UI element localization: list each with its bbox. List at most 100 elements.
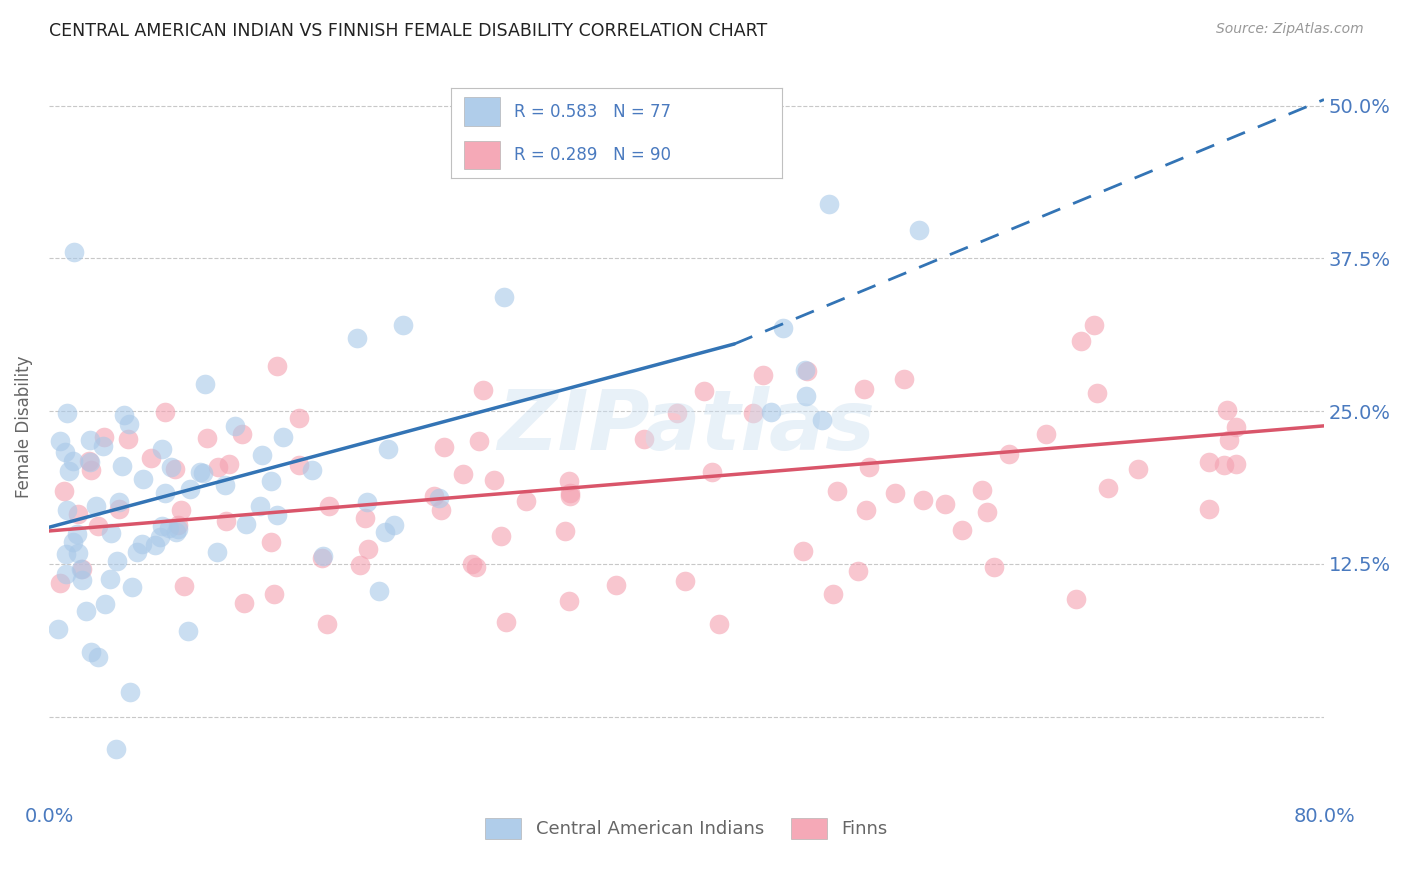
Point xyxy=(288,411,311,425)
Point xyxy=(215,514,238,528)
Point xyxy=(75,604,97,618)
Point xyxy=(70,561,93,575)
Point xyxy=(461,558,484,572)
Point xyxy=(823,586,845,600)
Point xyxy=(912,493,935,508)
Point xyxy=(66,546,89,560)
Point xyxy=(108,501,131,516)
Point xyxy=(62,535,84,549)
Point xyxy=(94,597,117,611)
Point xyxy=(382,518,405,533)
Point xyxy=(224,419,246,434)
Point xyxy=(374,524,396,539)
Point xyxy=(188,465,211,479)
Point xyxy=(391,318,413,332)
Point xyxy=(633,432,655,446)
Point xyxy=(143,538,166,552)
Point xyxy=(742,406,765,420)
Point xyxy=(893,372,915,386)
Point xyxy=(117,432,139,446)
Point xyxy=(554,524,576,538)
Point xyxy=(752,368,775,382)
Point xyxy=(153,486,176,500)
Point xyxy=(218,457,240,471)
Point xyxy=(66,507,89,521)
Point xyxy=(79,433,101,447)
Point xyxy=(316,617,339,632)
Point xyxy=(205,545,228,559)
Text: Source: ZipAtlas.com: Source: ZipAtlas.com xyxy=(1216,22,1364,37)
Point xyxy=(1035,427,1057,442)
Point xyxy=(179,482,201,496)
Point xyxy=(105,742,128,756)
Point xyxy=(49,576,72,591)
Point xyxy=(260,534,283,549)
Point xyxy=(72,573,94,587)
Point xyxy=(131,537,153,551)
Point xyxy=(560,486,582,500)
Point xyxy=(883,486,905,500)
Point xyxy=(907,223,929,237)
Point xyxy=(118,417,141,431)
Point xyxy=(1198,454,1220,468)
Point xyxy=(472,383,495,397)
Point xyxy=(318,499,340,513)
Point xyxy=(1070,334,1092,348)
Point xyxy=(53,483,76,498)
Point xyxy=(494,290,516,304)
Point xyxy=(970,483,993,497)
Point xyxy=(150,442,173,456)
Point xyxy=(464,559,486,574)
Point xyxy=(1128,462,1150,476)
Point xyxy=(79,455,101,469)
Point xyxy=(214,478,236,492)
Point xyxy=(558,593,581,607)
Point xyxy=(855,502,877,516)
Legend: Central American Indians, Finns: Central American Indians, Finns xyxy=(478,811,896,846)
Point xyxy=(149,530,172,544)
Point xyxy=(167,517,190,532)
Point xyxy=(998,447,1021,461)
Point xyxy=(66,527,89,541)
Point xyxy=(165,462,187,476)
Point xyxy=(111,459,134,474)
Point xyxy=(558,489,581,503)
Point xyxy=(1198,502,1220,516)
Point xyxy=(173,579,195,593)
Text: ZIPatlas: ZIPatlas xyxy=(498,386,876,467)
Point xyxy=(357,542,380,557)
Point xyxy=(702,465,724,479)
Point xyxy=(666,406,689,420)
Point xyxy=(1085,386,1108,401)
Point xyxy=(55,548,77,562)
Point xyxy=(250,448,273,462)
Y-axis label: Female Disability: Female Disability xyxy=(15,355,32,498)
Point xyxy=(950,523,973,537)
Point xyxy=(761,405,783,419)
Point xyxy=(796,364,818,378)
Point xyxy=(231,426,253,441)
Point xyxy=(693,384,716,398)
Point xyxy=(976,504,998,518)
Point xyxy=(127,545,149,559)
Point xyxy=(271,430,294,444)
Point xyxy=(80,645,103,659)
Point xyxy=(93,440,115,454)
Point xyxy=(159,460,181,475)
Point xyxy=(266,508,288,522)
Point xyxy=(707,617,730,632)
Point xyxy=(58,464,80,478)
Point xyxy=(155,405,177,419)
Point xyxy=(605,578,627,592)
Point xyxy=(120,684,142,698)
Point xyxy=(353,510,375,524)
Point xyxy=(112,408,135,422)
Point xyxy=(558,474,581,488)
Point xyxy=(266,359,288,373)
Point xyxy=(491,529,513,543)
Point xyxy=(87,519,110,533)
Point xyxy=(312,549,335,564)
Point xyxy=(825,483,848,498)
Point xyxy=(77,454,100,468)
Point xyxy=(853,382,876,396)
